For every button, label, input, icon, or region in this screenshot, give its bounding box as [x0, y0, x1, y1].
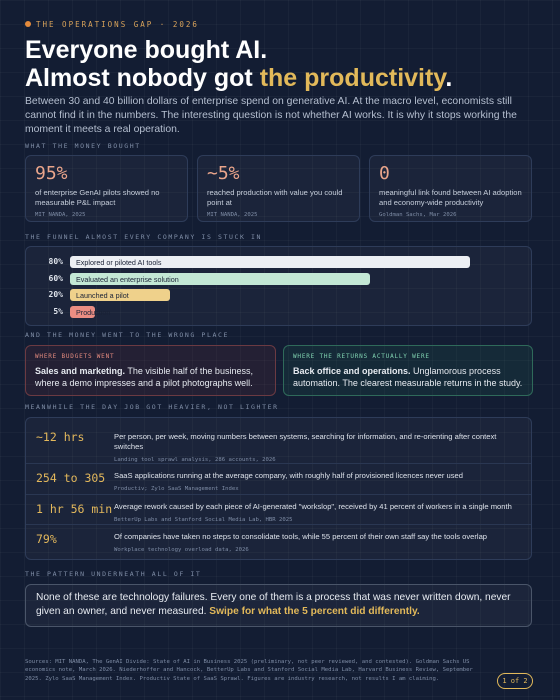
money-body: Unglamorous process automation. The clea… [293, 366, 523, 388]
money-text: Sales and marketing. The visible half of… [35, 365, 266, 389]
table-row: 254 to 305 SaaS applications running at t… [26, 464, 531, 495]
kicker-dot [25, 21, 31, 27]
section-label: MEANWHILE THE DAY JOB GOT HEAVIER, NOT L… [25, 403, 279, 411]
row-body: SaaS applications running at the average… [114, 471, 521, 494]
bar-label: Production [76, 307, 111, 317]
funnel-row: 5% Production [26, 305, 531, 318]
stat-text: of enterprise GenAI pilots showed no mea… [35, 188, 160, 207]
section-label: AND THE MONEY WENT TO THE WRONG PLACE [25, 331, 229, 339]
row-source: Workplace technology overload data, 2026 [114, 547, 249, 553]
bar: Production [70, 305, 110, 318]
page-indicator: 1 of 2 [497, 673, 533, 689]
money-label: WHERE BUDGETS WENT [35, 353, 115, 360]
row-body: Of companies have taken no steps to cons… [114, 532, 521, 555]
title-highlight: the productivity [259, 64, 446, 92]
intro: Between 30 and 40 billion dollars of ent… [25, 96, 517, 135]
money-body: The visible half of the business, where … [35, 366, 253, 388]
money-lead: Sales and marketing. [35, 366, 126, 376]
sources: Sources: MIT NANDA, The GenAI Divide: St… [25, 659, 473, 682]
bar-label: Explored or piloted AI tools [76, 258, 162, 267]
kicker: THE OPERATIONS GAP · 2026 [36, 20, 199, 29]
row-source: Productiv; Zylo SaaS Management Index [114, 486, 239, 492]
row-text: Average rework caused by each piece of A… [114, 502, 512, 511]
money-lead: Back office and operations. [293, 366, 411, 376]
section-label: THE PATTERN UNDERNEATH ALL OF IT [25, 570, 202, 578]
stat-text: reached production with value you could … [207, 188, 343, 207]
stat-source: Goldman Sachs, Mar 2026 [379, 212, 457, 218]
table-row: 1 hr 56 min Average rework caused by each… [26, 495, 531, 525]
pattern: None of these are technology failures. E… [25, 584, 532, 627]
funnel: 80% Explored or piloted AI tools 60% Evalua… [25, 246, 532, 326]
row-text: Per person, per week, moving numbers bet… [114, 432, 497, 451]
stat-source: MIT NANDA, 2025 [35, 212, 86, 218]
pattern-text: None of these are technology failures. E… [36, 592, 511, 617]
section-label: THE FUNNEL ALMOST EVERY COMPANY IS STUCK… [25, 233, 263, 241]
stat-text: meaningful link found between AI adoptio… [379, 188, 522, 207]
stat-figure: 95% [35, 163, 68, 184]
table-row: ~12 hrs Per person, per week, moving numb… [26, 418, 531, 464]
row-figure: 1 hr 56 min [36, 502, 113, 516]
bar: Explored or piloted AI tools [70, 256, 470, 268]
stat-card: 95% of enterprise GenAI pilots showed no … [25, 155, 188, 222]
bar-label: Evaluated an enterprise solution [76, 274, 179, 284]
row-body: Per person, per week, moving numbers bet… [114, 432, 521, 465]
row-figure: ~12 hrs [36, 430, 85, 444]
stat-figure: ~5% [207, 163, 240, 184]
stat-card: 0 meaningful link found between AI adopti… [369, 155, 532, 222]
value-label: 80% [48, 257, 63, 266]
title-line: Almost nobody got the productivity. [25, 64, 452, 92]
pattern-highlight: Swipe for what the 5 percent did differe… [209, 606, 420, 617]
stat-source: MIT NANDA, 2025 [207, 212, 258, 218]
funnel-row: 20% Launched a pilot [26, 289, 531, 301]
title-text: Almost nobody got [25, 64, 260, 92]
bar-label: Launched a pilot [76, 291, 129, 300]
row-source: Landing tool sprawl analysis, 286 accoun… [114, 457, 276, 463]
money-text: Back office and operations. Unglamorous … [293, 365, 523, 389]
stat-card: ~5% reached production with value you cou… [197, 155, 360, 222]
table: ~12 hrs Per person, per week, moving numb… [25, 417, 532, 560]
bar: Evaluated an enterprise solution [70, 272, 370, 285]
money-card: WHERE BUDGETS WENT Sales and marketing. T… [25, 345, 276, 396]
money-label: WHERE THE RETURNS ACTUALLY WERE [293, 353, 430, 360]
value-label: 60% [48, 273, 63, 283]
row-source: BetterUp Labs and Stanford Social Media … [114, 517, 293, 523]
table-row: 79% Of companies have taken no steps to c… [26, 525, 531, 561]
row-figure: 254 to 305 [36, 471, 106, 485]
row-figure: 79% [36, 532, 57, 546]
funnel-row: 80% Explored or piloted AI tools [26, 256, 531, 268]
bar: Launched a pilot [70, 289, 170, 301]
row-text: Of companies have taken no steps to cons… [114, 532, 488, 541]
money-card: WHERE THE RETURNS ACTUALLY WERE Back offi… [283, 345, 533, 396]
row-text: SaaS applications running at the average… [114, 471, 463, 480]
value-label: 5% [53, 306, 63, 316]
funnel-row: 60% Evaluated an enterprise solution [26, 272, 531, 285]
section-label: WHAT THE MONEY BOUGHT [25, 142, 141, 150]
value-label: 20% [48, 290, 63, 299]
title-text: . [445, 64, 453, 92]
title: Everyone bought AI. Almost nobody got th… [25, 36, 452, 92]
stat-figure: 0 [379, 163, 390, 184]
title-line: Everyone bought AI. [25, 36, 268, 64]
row-body: Average rework caused by each piece of A… [114, 502, 521, 525]
